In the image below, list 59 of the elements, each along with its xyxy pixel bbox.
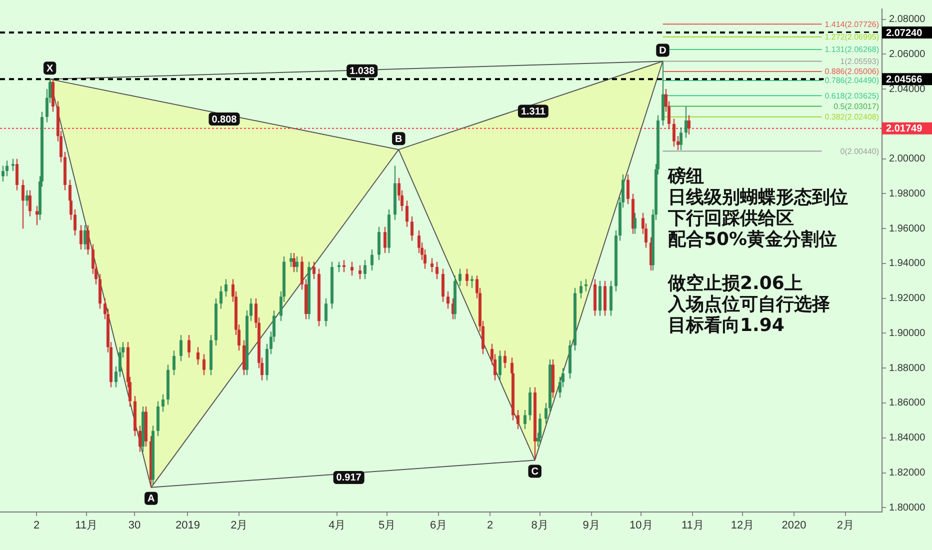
y-tick-label: 1.84000 [889, 432, 926, 444]
annotation: X [46, 63, 54, 74]
x-tick-label: 2月 [836, 520, 854, 532]
y-tick-label: 1.98000 [889, 188, 926, 200]
y-tick-label: 1.86000 [889, 398, 926, 409]
annotation: 1.038 [350, 66, 376, 78]
x-tick-label: 4月 [328, 520, 346, 532]
y-tick-label: 2.00000 [889, 154, 926, 165]
x-tick-label: 11月 [681, 520, 704, 532]
ref-line-label: 1.131(2.06268) [824, 45, 880, 54]
x-tick-label: 30 [128, 520, 141, 532]
annotation: D [659, 46, 666, 57]
y-tick-label: 1.96000 [889, 223, 926, 234]
y-tick-label: 1.90000 [889, 328, 926, 339]
x-tick-label: 11月 [75, 520, 98, 532]
x-tick-label: 2 [33, 520, 40, 532]
annotation: 入场点位可自行选择 [668, 294, 831, 315]
annotation: 做空止损2.06上 [668, 273, 804, 294]
ref-line-label: 0.618(2.03625) [824, 91, 880, 100]
ref-line-label: 2.04566 [886, 74, 923, 86]
ref-line-label: 1.414(2.07726) [824, 20, 880, 29]
y-tick-label: 1.80000 [889, 502, 926, 514]
ref-line-label: 2.01749 [886, 124, 923, 135]
y-tick-label: 1.88000 [889, 362, 926, 374]
annotation: 配合50%黄金分割位 [668, 229, 838, 250]
ref-line-label: 1(2.05593) [840, 56, 880, 66]
ref-line-label: 0.382(2.02408) [824, 112, 880, 122]
x-tick-label: 2019 [175, 520, 200, 532]
annotation: 0.917 [336, 472, 362, 484]
y-tick-label: 2.08000 [889, 14, 926, 26]
x-tick-label: 6月 [430, 520, 448, 532]
x-tick-label: 12月 [730, 520, 754, 532]
annotation: 0.808 [212, 114, 238, 126]
ref-line-label: 0.886(2.05006) [824, 67, 880, 76]
y-tick-label: 2.04000 [889, 84, 926, 95]
x-tick-label: 2月 [230, 520, 248, 532]
annotation: 日线级别蝴蝶形态到位 [668, 187, 848, 208]
annotation: 下行回踩供给区 [668, 208, 795, 229]
x-tick-label: 9月 [582, 520, 600, 532]
y-tick-label: 1.94000 [889, 258, 926, 270]
annotation: B [395, 134, 402, 145]
y-tick-label: 2.06000 [889, 48, 926, 60]
ref-line-label: 0.786(2.04490) [824, 76, 880, 86]
ref-line-label: 0.5(2.03017) [834, 102, 880, 111]
x-tick-label: 8月 [531, 520, 548, 532]
x-tick-label: 5月 [378, 520, 396, 532]
x-tick-label: 2 [486, 520, 494, 532]
x-tick-label: 2020 [782, 520, 806, 532]
y-tick-label: 1.92000 [889, 293, 926, 304]
ref-line-label: 2.07240 [886, 28, 923, 39]
x-tick-label: 10月 [630, 520, 653, 532]
ref-line-label: 1.272(2.06995) [824, 32, 880, 42]
annotation: 1.311 [520, 106, 546, 118]
annotation: A [148, 494, 155, 505]
ref-line-label: 0(2.00440) [840, 146, 880, 156]
y-tick-label: 1.82000 [889, 468, 926, 479]
annotation: 目标看向1.94 [668, 315, 786, 336]
annotation: 磅纽 [668, 166, 705, 187]
annotation: C [531, 466, 538, 478]
